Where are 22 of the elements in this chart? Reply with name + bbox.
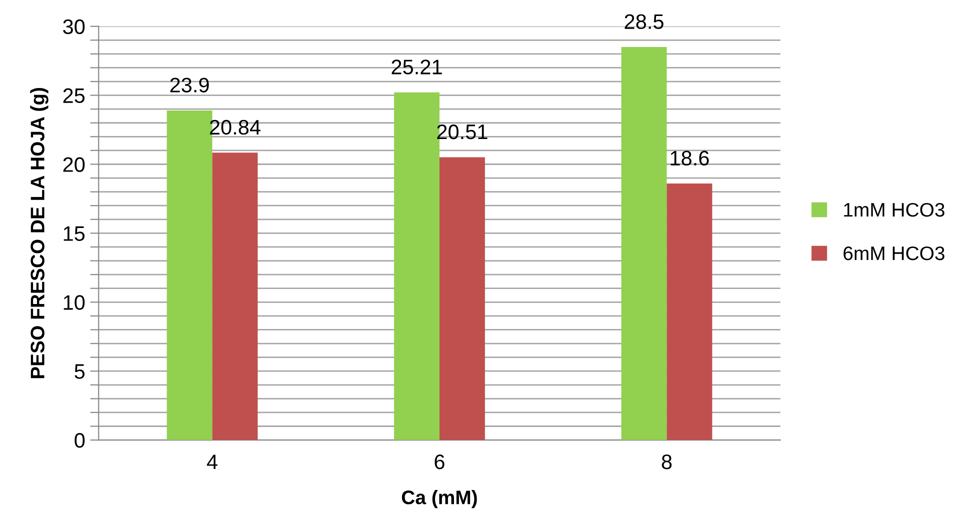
data-label: 28.5 xyxy=(624,14,664,30)
x-axis-title: Ca (mM) xyxy=(402,490,477,508)
y-tick-label: 25 xyxy=(63,88,85,104)
bar xyxy=(666,184,712,440)
y-tick-label: 30 xyxy=(63,19,85,34)
x-tick-label: 8 xyxy=(662,454,672,470)
data-label: 23.9 xyxy=(170,78,209,92)
y-tick-label: 0 xyxy=(74,433,85,448)
y-axis-title: PESO FRESCO DE LA HOJA (g) xyxy=(30,88,48,378)
x-tick-label: 4 xyxy=(206,454,218,470)
data-label: 25.21 xyxy=(392,60,442,74)
legend-label: 1mM HCO3 xyxy=(844,202,944,217)
y-tick-label: 15 xyxy=(64,226,85,241)
bar xyxy=(212,152,258,440)
data-label: 18.6 xyxy=(670,150,709,166)
y-tick-label: 10 xyxy=(64,295,85,310)
bar xyxy=(621,47,667,440)
x-tick-label: 6 xyxy=(434,454,444,470)
y-tick-label: 20 xyxy=(63,157,85,172)
legend-label: 6mM HCO3 xyxy=(844,246,944,260)
bar xyxy=(440,157,485,440)
y-tick-label: 5 xyxy=(74,364,85,379)
